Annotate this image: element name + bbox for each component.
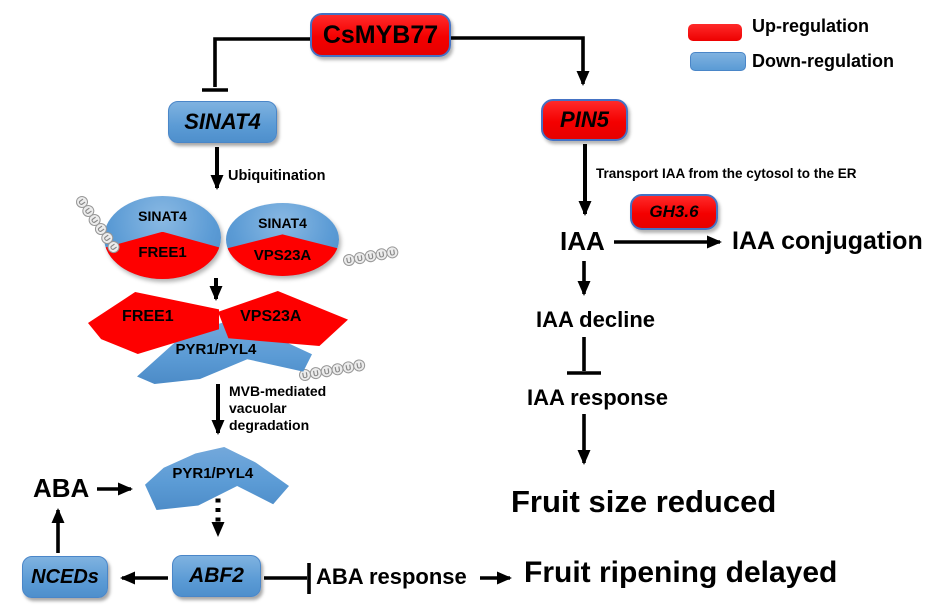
node-abf2: ABF2 (172, 555, 261, 597)
complex-sinat4-vps23a-oval (226, 203, 339, 276)
banner-vps23a-label: VPS23A (240, 307, 302, 325)
node-csmyb77-label: CsMYB77 (322, 20, 439, 49)
node-pin5: PIN5 (541, 99, 628, 141)
label-transport-iaa: Transport IAA from the cytosol to the ER (596, 166, 857, 181)
legend-down-swatch (690, 52, 746, 71)
label-ubiquitination: Ubiquitination (228, 168, 326, 184)
node-sinat4-gene: SINAT4 (168, 101, 277, 143)
degraded-pyr1pyl4-label: PYR1/PYL4 (172, 465, 254, 483)
complex1-free1-label: FREE1 (138, 244, 187, 262)
arrow-csmyb77-pin5 (449, 36, 590, 86)
node-fruit-ripening-delayed: Fruit ripening delayed (524, 556, 838, 589)
node-pin5-label: PIN5 (560, 107, 609, 132)
node-gh36: GH3.6 (630, 194, 718, 230)
node-fruit-size-reduced: Fruit size reduced (511, 484, 777, 519)
node-iaa-decline: IAA decline (536, 307, 655, 332)
complex2-sinat4-label: SINAT4 (258, 215, 307, 232)
node-iaa-response: IAA response (527, 385, 669, 410)
complex-sinat4-free1-oval (104, 196, 221, 279)
node-aba-response: ABA response (316, 564, 467, 589)
legend-up-swatch (688, 24, 742, 41)
inhibit-csmyb77-sinat4-line (213, 37, 310, 87)
node-sinat4-gene-label: SINAT4 (184, 109, 261, 134)
node-abf2-label: ABF2 (189, 564, 244, 587)
node-iaa-conjugation: IAA conjugation (732, 227, 923, 255)
complex-sinat4-vps23a: SINAT4 VPS23A (226, 203, 339, 276)
complex2-vps23a-label: VPS23A (253, 246, 312, 264)
banner-free1-label: FREE1 (122, 307, 174, 325)
node-iaa: IAA (560, 226, 605, 256)
node-gh36-label: GH3.6 (649, 202, 699, 221)
node-csmyb77: CsMYB77 (310, 13, 451, 57)
complex1-sinat4-label: SINAT4 (138, 208, 187, 225)
legend-down-label: Down-regulation (752, 51, 894, 71)
node-nceds-label: NCEDs (31, 565, 99, 588)
label-mvb-degradation: MVB-mediated vacuolar degradation (229, 383, 327, 433)
node-nceds: NCEDs (22, 556, 108, 598)
complex-sinat4-free1: SINAT4 FREE1 (104, 196, 221, 279)
node-aba: ABA (33, 473, 90, 503)
legend-up-label: Up-regulation (752, 16, 869, 36)
band-pyr1pyl4-label: PYR1/PYL4 (175, 340, 257, 358)
